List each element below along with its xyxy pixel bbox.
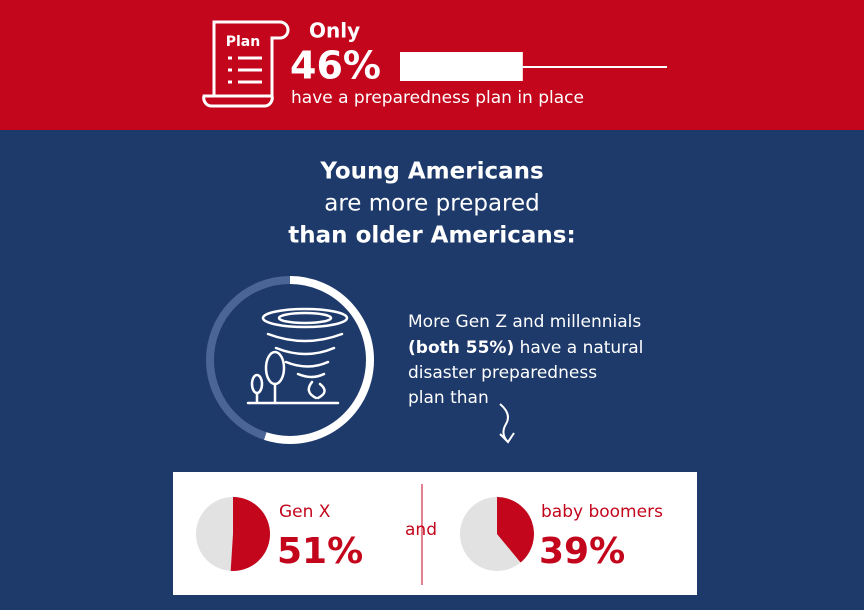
pie-slice: [230, 497, 270, 571]
group-stat: 51%: [277, 531, 363, 572]
callout-text: plan than: [408, 388, 489, 408]
connector: and: [405, 520, 437, 540]
group-name: Gen X: [279, 502, 331, 522]
headline: Young Americans: [319, 159, 543, 185]
group-stat: 39%: [539, 531, 625, 572]
tornado-icon: [246, 307, 349, 405]
headline: are more prepared: [324, 191, 540, 217]
callout-text: have a natural: [514, 338, 643, 358]
callout-bold: (both 55%): [408, 338, 514, 358]
headline: than older Americans:: [288, 223, 575, 249]
banner-text: have a preparedness plan in place: [291, 88, 584, 108]
group-name: baby boomers: [541, 502, 663, 522]
callout-text: disaster preparedness: [408, 363, 597, 383]
plan-icon: [202, 20, 290, 108]
ring-arc: [264, 276, 374, 444]
callout-text: More Gen Z and millennials: [408, 312, 641, 332]
pie-slice: [497, 497, 535, 563]
callout-text: (both 55%) have a natural: [408, 338, 643, 358]
icon-label: Plan: [226, 34, 260, 50]
banner-stat: 46%: [290, 44, 381, 88]
bar: [400, 52, 523, 81]
banner-lead: Only: [309, 19, 360, 43]
arrow: [499, 403, 515, 444]
